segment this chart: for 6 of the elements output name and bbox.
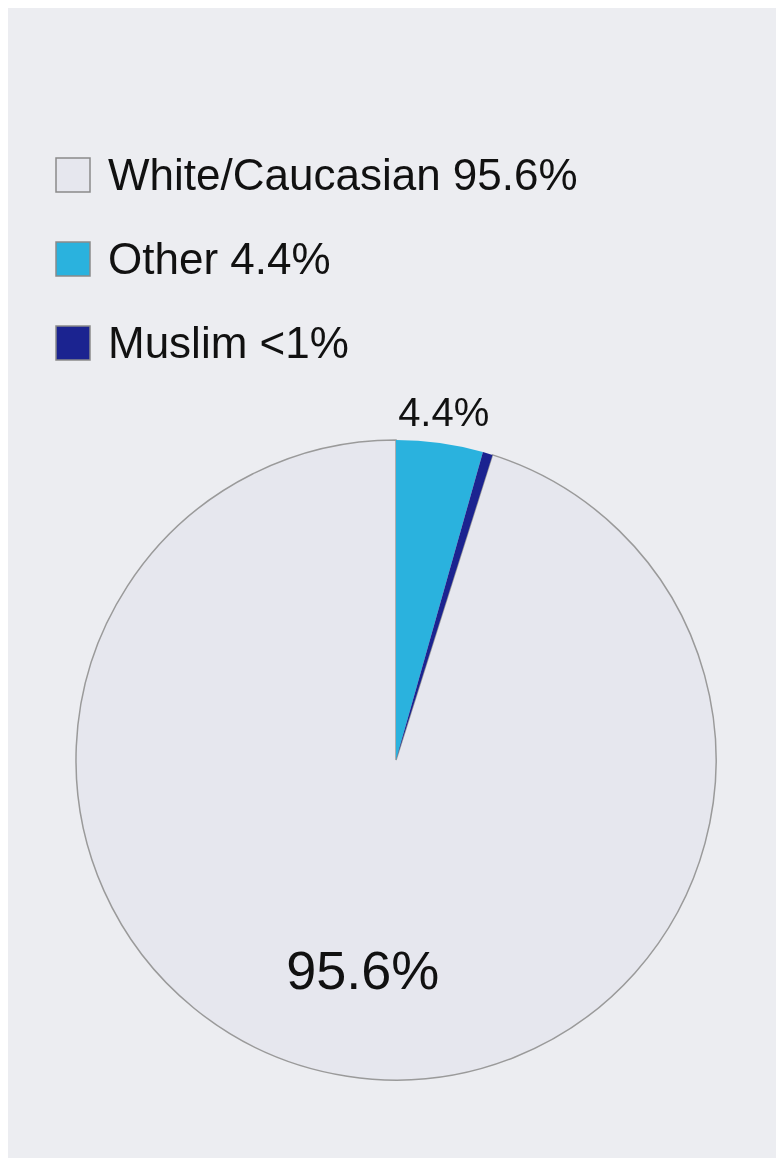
pie-slice: [75, 439, 717, 1081]
legend-label: Other 4.4%: [108, 234, 331, 283]
data-label: 4.4%: [398, 389, 490, 434]
legend-label: Muslim <1%: [108, 318, 349, 367]
legend-label: White/Caucasian 95.6%: [108, 150, 578, 199]
data-label: 95.6%: [286, 940, 440, 1001]
